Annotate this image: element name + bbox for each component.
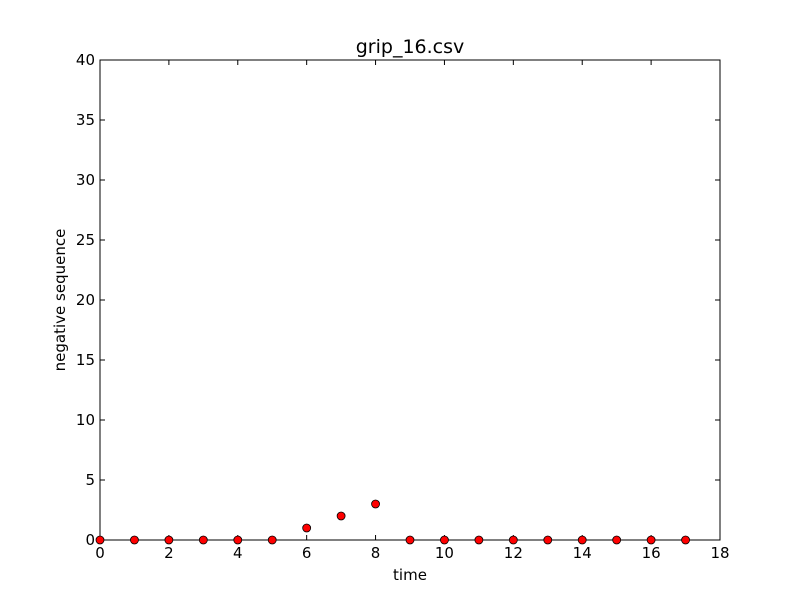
- data-point: [164, 535, 174, 545]
- data-point: [267, 535, 277, 545]
- plot-area: [99, 59, 721, 541]
- y-tick-label: 5: [85, 471, 95, 489]
- y-tick-label: 30: [76, 171, 95, 189]
- x-tick-label: 14: [573, 544, 592, 562]
- x-tick-label: 10: [435, 544, 454, 562]
- data-point: [336, 511, 346, 521]
- data-point: [577, 535, 587, 545]
- y-tick-label: 15: [76, 351, 95, 369]
- x-tick-label: 8: [371, 544, 381, 562]
- y-tick-label: 40: [76, 51, 95, 69]
- data-point: [646, 535, 656, 545]
- data-point: [405, 535, 415, 545]
- y-tick-label: 25: [76, 231, 95, 249]
- x-tick-label: 2: [164, 544, 174, 562]
- y-axis: 0 5 10 15 20 25 30 35 40: [76, 51, 720, 549]
- x-tick-label: 12: [504, 544, 523, 562]
- x-tick-label: 16: [642, 544, 661, 562]
- data-point: [233, 535, 243, 545]
- data-point: [440, 535, 449, 545]
- x-tick-label: 0: [95, 544, 105, 562]
- data-point: [130, 535, 139, 545]
- data-point: [612, 535, 622, 545]
- y-tick-label: 20: [76, 291, 95, 309]
- data-point: [371, 499, 380, 509]
- y-axis-label: negative sequence: [51, 229, 69, 372]
- x-tick-label: 18: [710, 544, 729, 562]
- y-tick-label: 35: [76, 111, 95, 129]
- y-tick-label: 10: [76, 411, 95, 429]
- data-point: [543, 535, 553, 545]
- data-point: [474, 535, 484, 545]
- y-tick-label: 0: [85, 531, 95, 549]
- data-point: [302, 523, 312, 533]
- data-point: [508, 535, 518, 545]
- data-points: [95, 499, 690, 545]
- x-tick-label: 6: [302, 544, 312, 562]
- x-axis-label: time: [393, 566, 427, 584]
- chart-title: grip_16.csv: [356, 36, 465, 58]
- data-point: [681, 535, 690, 545]
- x-tick-label: 4: [233, 544, 243, 562]
- data-point: [198, 535, 208, 545]
- data-point: [95, 535, 105, 545]
